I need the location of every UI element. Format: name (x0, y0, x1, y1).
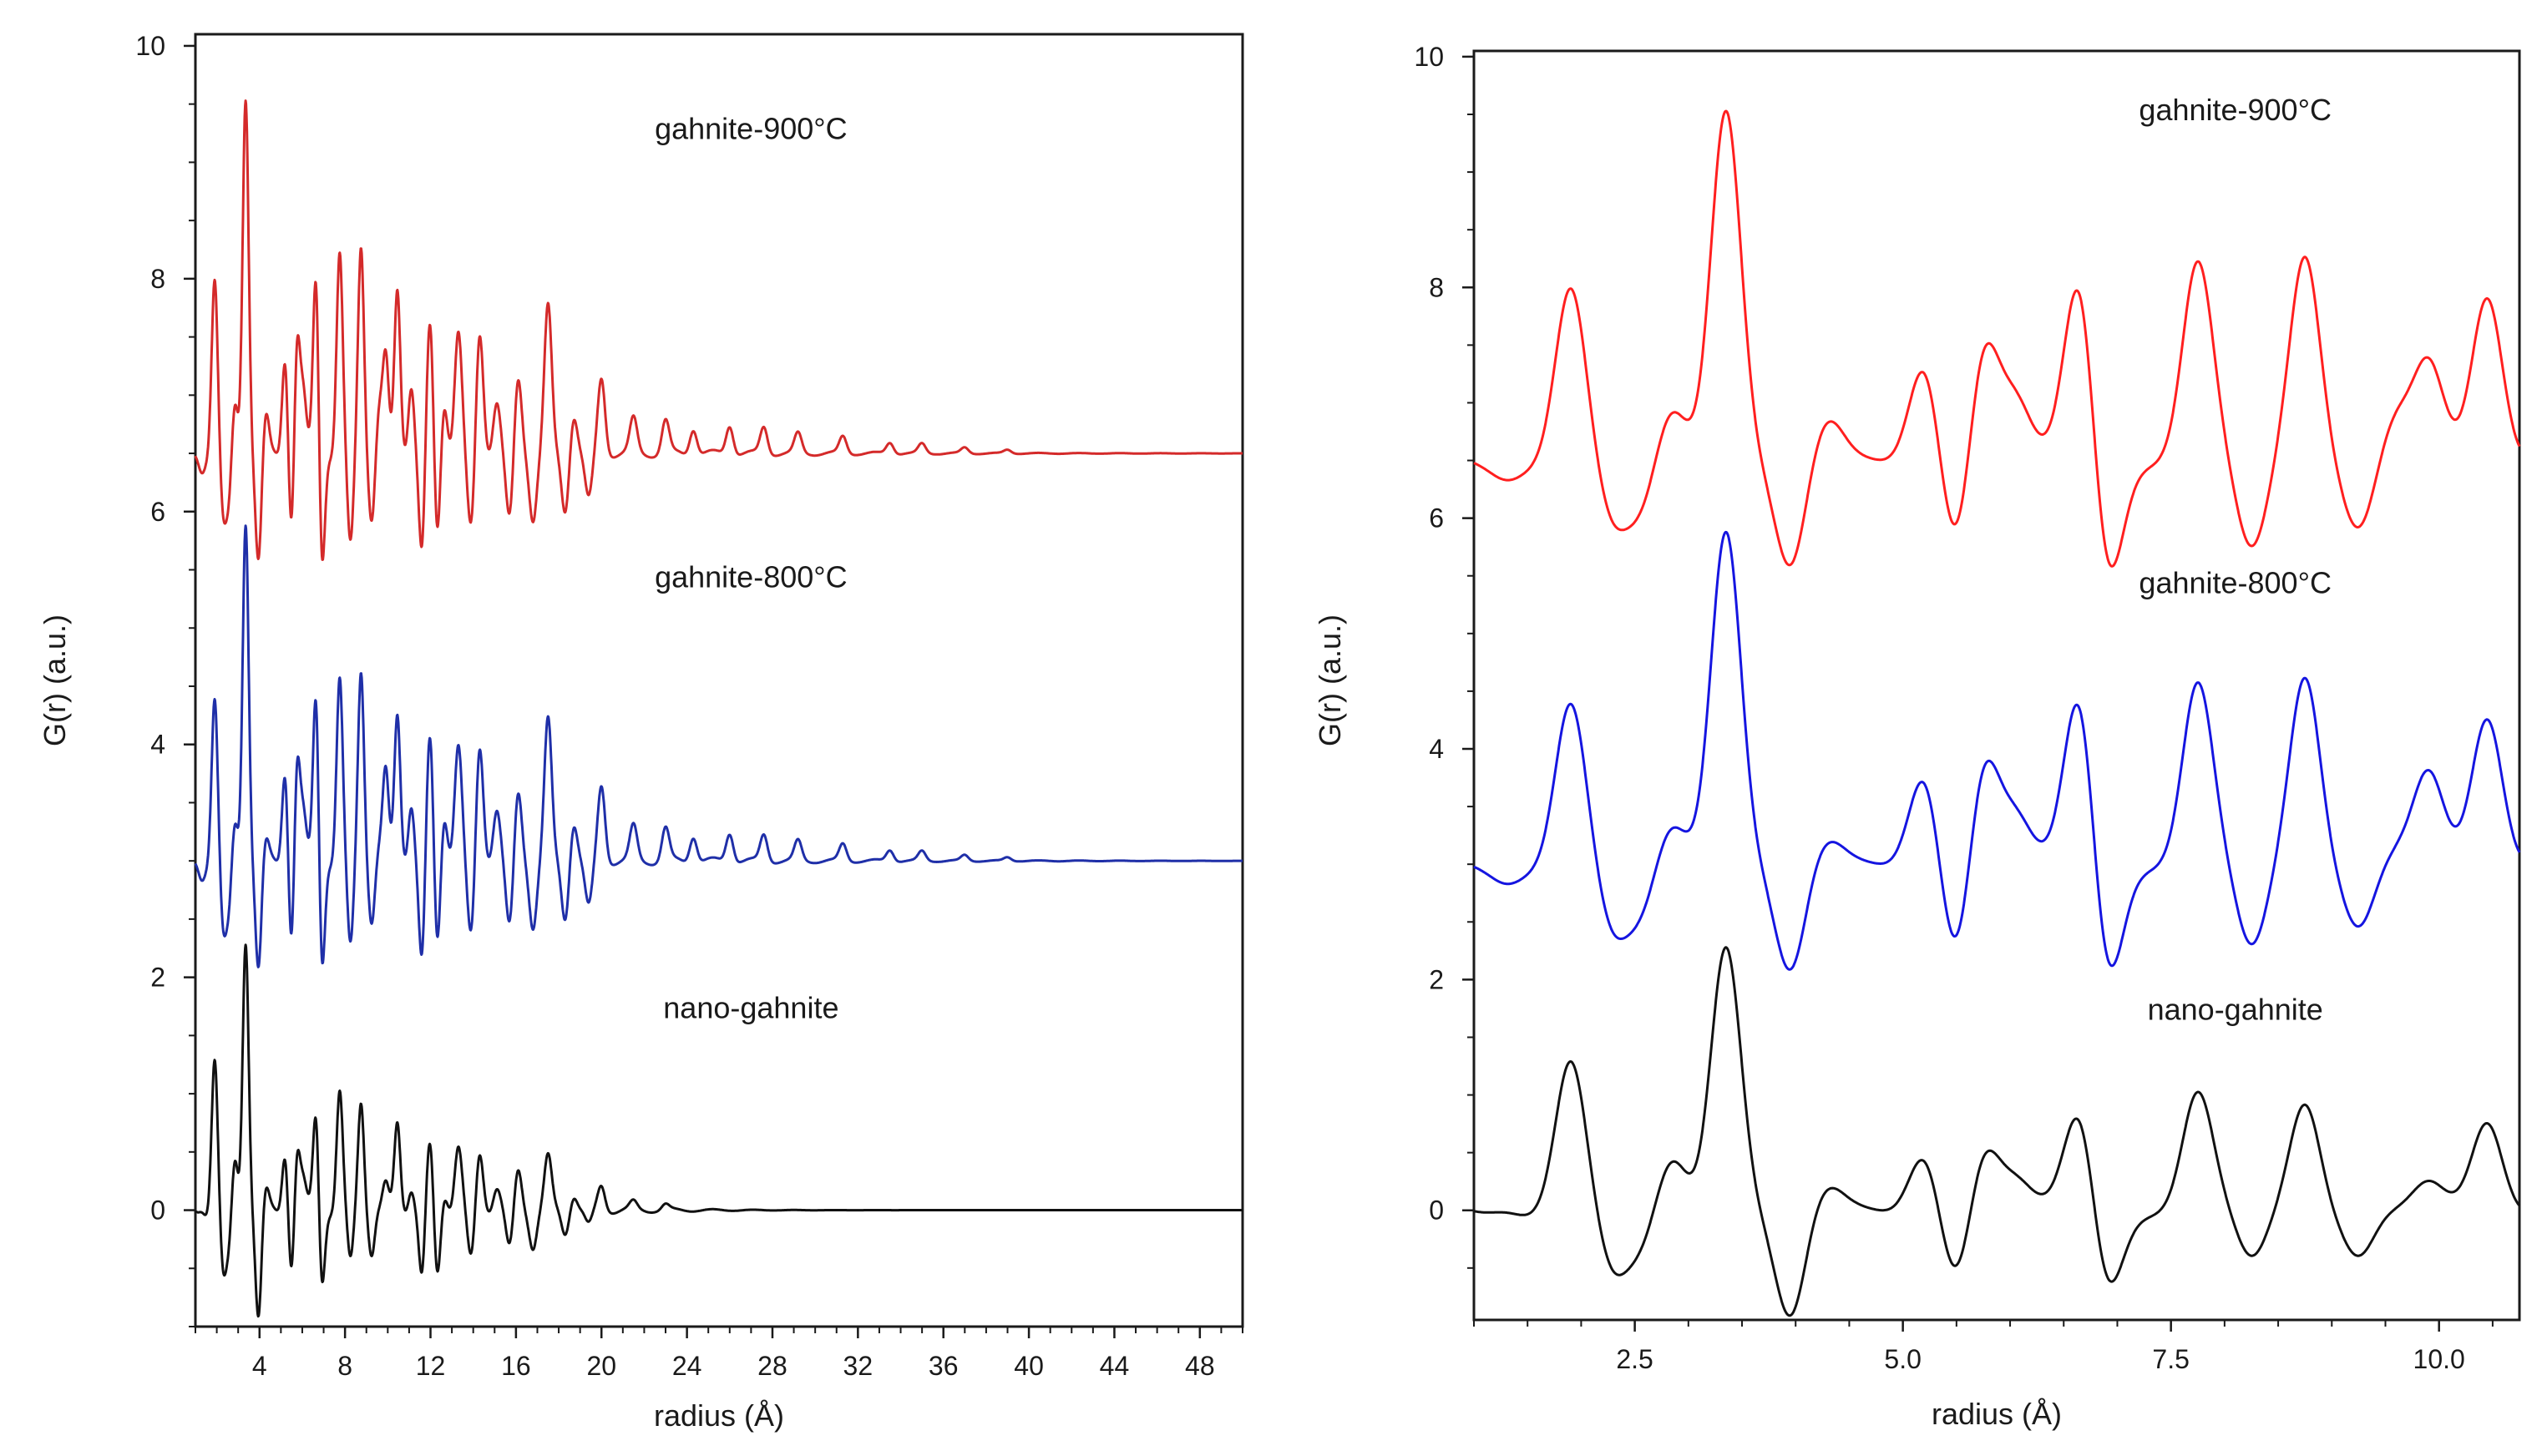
series-label: gahnite-800°C (2139, 565, 2332, 599)
x-tick-label: 12 (416, 1351, 446, 1381)
y-tick-label: 6 (150, 497, 165, 527)
plot-frame (1472, 49, 2521, 1322)
y-tick-label: 10 (135, 31, 165, 61)
y-tick-label: 2 (150, 963, 165, 993)
y-tick-label: 6 (1429, 503, 1444, 533)
series-line (1473, 946, 2521, 1317)
y-tick-label: 4 (1429, 734, 1444, 764)
curves (1473, 109, 2521, 1317)
y-tick-label: 0 (1429, 1196, 1444, 1226)
y-tick-label: 10 (1414, 42, 1444, 72)
x-tick-label: 32 (843, 1351, 873, 1381)
curves (194, 99, 1243, 1318)
y-axis-title: G(r) (a.u.) (38, 614, 72, 746)
series-line (194, 99, 1243, 561)
y-ticks: 0 2 4 6 8 10 (1414, 42, 1474, 1269)
x-axis-title: radius (Å) (1932, 1397, 2062, 1431)
x-tick-label: 40 (1014, 1351, 1044, 1381)
x-tick-label: 24 (672, 1351, 702, 1381)
series-label: gahnite-900°C (2139, 93, 2332, 127)
x-ticks: 2.5 5.0 7.5 10.0 (1473, 1320, 2494, 1374)
y-tick-label: 8 (1429, 272, 1444, 302)
x-tick-label: 2.5 (1616, 1344, 1653, 1374)
series-line (194, 524, 1243, 968)
series-line (194, 943, 1243, 1318)
series-label: nano-gahnite (2148, 993, 2323, 1027)
x-tick-label: 5.0 (1884, 1344, 1921, 1374)
x-tick-label: 8 (337, 1351, 352, 1381)
x-tick-label: 28 (757, 1351, 787, 1381)
y-tick-label: 4 (150, 730, 165, 760)
x-tick-label: 4 (252, 1351, 267, 1381)
series-label: gahnite-800°C (655, 559, 848, 594)
y-tick-label: 0 (150, 1196, 165, 1226)
x-ticks: 4 8 12 16 20 24 28 32 36 40 44 48 (195, 1327, 1243, 1381)
series-label: nano-gahnite (663, 990, 838, 1024)
x-tick-label: 16 (501, 1351, 531, 1381)
x-tick-label: 7.5 (2152, 1344, 2189, 1374)
series-labels: gahnite-900°C gahnite-800°C nano-gahnite (2139, 93, 2332, 1027)
y-tick-label: 8 (150, 264, 165, 294)
x-tick-label: 44 (1100, 1351, 1130, 1381)
x-axis-title: radius (Å) (654, 1398, 784, 1433)
x-tick-label: 20 (586, 1351, 616, 1381)
x-tick-label: 10.0 (2413, 1344, 2465, 1374)
series-label: gahnite-900°C (655, 112, 848, 146)
series-line (1473, 530, 2521, 971)
y-tick-label: 2 (1429, 964, 1444, 994)
series-labels: gahnite-900°C gahnite-800°C nano-gahnite (655, 112, 848, 1025)
plot-frame (194, 33, 1244, 1328)
x-tick-label: 48 (1185, 1351, 1215, 1381)
y-axis-title: G(r) (a.u.) (1313, 614, 1347, 746)
series-line (1473, 109, 2521, 568)
y-ticks: 0 2 4 6 8 10 (135, 31, 195, 1327)
x-tick-label: 36 (929, 1351, 959, 1381)
